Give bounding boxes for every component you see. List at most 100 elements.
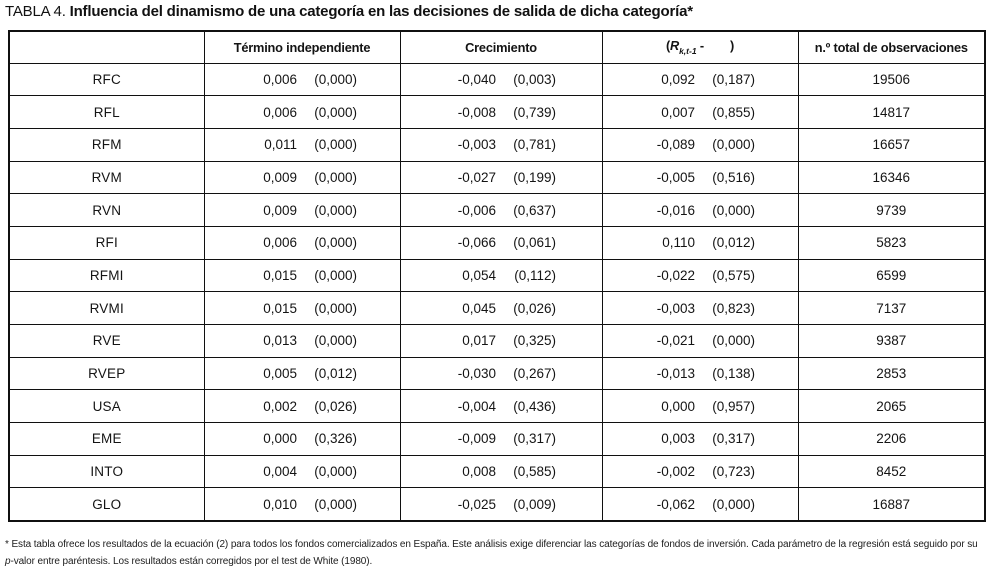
r-pvalue: (0,516) — [712, 169, 755, 185]
termino-cell: 0,006 (0,000) — [203, 62, 401, 97]
crecimiento-cell: -0,008 (0,739) — [399, 95, 603, 129]
termino-coef: 0,009 — [263, 202, 297, 218]
r-cell: -0,005 (0,516) — [601, 160, 799, 195]
r-pvalue: (0,723) — [712, 464, 755, 480]
table-body: RFC 0,006 (0,000) -0,040 (0,003) 0,092 (0,1… — [8, 62, 986, 522]
obs-count: 16346 — [872, 169, 911, 185]
obs-cell: 16657 — [797, 127, 986, 162]
crecimiento-pvalue: (0,267) — [513, 366, 556, 382]
category-label: USA — [92, 398, 121, 414]
category-label: RFL — [93, 104, 120, 120]
table-row: RFM 0,011 (0,000) -0,003 (0,781) -0,089 (0,… — [8, 127, 986, 162]
obs-cell: 16887 — [797, 487, 986, 522]
r-coef: -0,013 — [656, 366, 695, 382]
r-cell: 0,092 (0,187) — [601, 62, 799, 97]
category-cell: RFI — [8, 225, 205, 260]
termino-pvalue: (0,000) — [314, 496, 357, 512]
r-cell: 0,007 (0,855) — [601, 95, 799, 129]
category-cell: GLO — [8, 487, 205, 522]
category-label: RFC — [92, 71, 121, 87]
crecimiento-coef: 0,045 — [462, 300, 496, 316]
r-cell: -0,062 (0,000) — [601, 487, 799, 522]
obs-count: 19506 — [872, 71, 911, 87]
termino-coef: 0,006 — [263, 71, 297, 87]
header-category — [8, 30, 205, 64]
crecimiento-pvalue: (0,026) — [513, 300, 556, 316]
termino-coef: 0,013 — [263, 333, 297, 349]
r-coef: 0,007 — [661, 104, 695, 120]
table-footnote: * Esta tabla ofrece los resultados de la… — [5, 536, 987, 570]
category-cell: RFL — [8, 95, 205, 129]
r-cell: -0,002 (0,723) — [601, 454, 799, 489]
crecimiento-pvalue: (0,325) — [513, 333, 556, 349]
termino-cell: 0,010 (0,000) — [203, 487, 401, 522]
crecimiento-cell: 0,045 (0,026) — [399, 291, 603, 325]
obs-cell: 9387 — [797, 324, 986, 358]
crecimiento-pvalue: (0,317) — [513, 431, 556, 447]
termino-cell: 0,013 (0,000) — [203, 324, 401, 358]
header-termino-independiente: Término independiente — [203, 30, 401, 64]
crecimiento-coef: -0,025 — [457, 496, 496, 512]
obs-cell: 16346 — [797, 160, 986, 195]
category-label: RVE — [92, 333, 121, 349]
crecimiento-coef: -0,030 — [457, 366, 496, 382]
crecimiento-coef: -0,004 — [457, 398, 496, 414]
footnote-p-italic: p — [5, 556, 11, 567]
obs-count: 2065 — [876, 398, 907, 414]
termino-pvalue: (0,026) — [314, 398, 357, 414]
crecimiento-pvalue: (0,637) — [513, 202, 556, 218]
obs-count: 5823 — [876, 235, 907, 251]
crecimiento-cell: 0,008 (0,585) — [399, 454, 603, 489]
table-row: RVEP 0,005 (0,012) -0,030 (0,267) -0,013 (0… — [8, 356, 986, 391]
crecimiento-cell: 0,017 (0,325) — [399, 324, 603, 358]
r-cell: 0,110 (0,012) — [601, 225, 799, 260]
category-cell: USA — [8, 389, 205, 424]
r-subscript: k,t-1 — [679, 46, 697, 57]
obs-count: 9739 — [876, 202, 907, 218]
r-coef: -0,005 — [656, 169, 695, 185]
crecimiento-pvalue: (0,585) — [513, 464, 556, 480]
crecimiento-cell: -0,004 (0,436) — [399, 389, 603, 424]
category-cell: RVEP — [8, 356, 205, 391]
termino-cell: 0,015 (0,000) — [203, 258, 401, 293]
termino-pvalue: (0,000) — [314, 300, 357, 316]
r-coef: 0,000 — [661, 398, 695, 414]
table-row: RVM 0,009 (0,000) -0,027 (0,199) -0,005 (0,… — [8, 160, 986, 195]
crecimiento-cell: -0,009 (0,317) — [399, 422, 603, 456]
crecimiento-coef: 0,017 — [462, 333, 496, 349]
obs-cell: 9739 — [797, 193, 986, 227]
crecimiento-pvalue: (0,739) — [513, 104, 556, 120]
table-header: Término independiente Crecimiento (Rk,t-… — [8, 30, 986, 64]
r-coef: -0,002 — [656, 464, 695, 480]
table-row: INTO 0,004 (0,000) 0,008 (0,585) -0,002 (0,… — [8, 454, 986, 489]
r-pvalue: (0,957) — [712, 398, 755, 414]
r-pvalue: (0,823) — [712, 300, 755, 316]
r-cell: -0,013 (0,138) — [601, 356, 799, 391]
crecimiento-coef: -0,040 — [457, 71, 496, 87]
r-pvalue: (0,575) — [712, 267, 755, 283]
table-title: TABLA 4. Influencia del dinamismo de una… — [5, 3, 693, 20]
category-cell: RVM — [8, 160, 205, 195]
category-cell: INTO — [8, 454, 205, 489]
category-label: EME — [91, 431, 122, 447]
table-row: RVN 0,009 (0,000) -0,006 (0,637) -0,016 (0,… — [8, 193, 986, 227]
r-pvalue: (0,012) — [712, 235, 755, 251]
termino-cell: 0,000 (0,326) — [203, 422, 401, 456]
termino-pvalue: (0,000) — [314, 267, 357, 283]
termino-cell: 0,015 (0,000) — [203, 291, 401, 325]
termino-pvalue: (0,000) — [314, 333, 357, 349]
r-pvalue: (0,138) — [712, 366, 755, 382]
r-pvalue: (0,855) — [712, 104, 755, 120]
category-cell: RVMI — [8, 291, 205, 325]
crecimiento-pvalue: (0,436) — [513, 398, 556, 414]
category-label: RFMI — [89, 267, 124, 283]
termino-cell: 0,006 (0,000) — [203, 225, 401, 260]
crecimiento-cell: -0,025 (0,009) — [399, 487, 603, 522]
termino-coef: 0,005 — [263, 366, 297, 382]
crecimiento-coef: -0,003 — [457, 137, 496, 153]
category-cell: RFM — [8, 127, 205, 162]
category-cell: RVE — [8, 324, 205, 358]
obs-count: 7137 — [876, 300, 907, 316]
crecimiento-cell: -0,066 (0,061) — [399, 225, 603, 260]
